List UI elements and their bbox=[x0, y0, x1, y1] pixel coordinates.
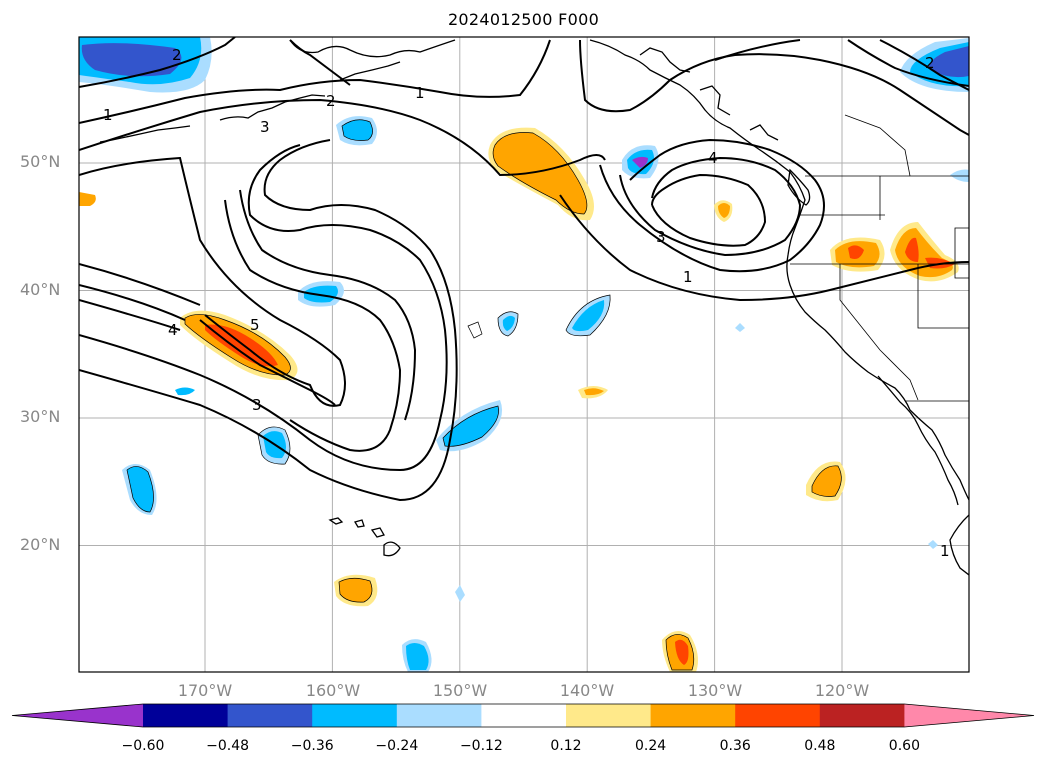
shade-region bbox=[443, 406, 499, 447]
contour-label: 5 bbox=[250, 316, 260, 334]
colorbar-segment bbox=[481, 704, 567, 727]
lon-label-160w: 160°W bbox=[305, 681, 361, 700]
shade-region bbox=[406, 643, 429, 670]
shade-region bbox=[342, 119, 373, 141]
colorbar-segment bbox=[396, 704, 482, 727]
colorbar-tick-label: −0.36 bbox=[290, 738, 334, 754]
contour-label: 1 bbox=[103, 106, 113, 124]
shade-region bbox=[572, 300, 605, 332]
shade-outlines bbox=[126, 119, 842, 671]
colorbar-tick-label: 0.12 bbox=[550, 738, 582, 754]
lon-label-120w: 120°W bbox=[814, 681, 870, 700]
shade-region bbox=[928, 540, 938, 549]
colorbar-tick-label: 0.60 bbox=[888, 738, 920, 754]
colorbar-tick-label: −0.12 bbox=[459, 738, 503, 754]
shade-region bbox=[493, 132, 587, 214]
lat-label-50n: 50°N bbox=[20, 152, 61, 171]
shade-region bbox=[905, 237, 919, 262]
contour-label: 3 bbox=[656, 228, 666, 246]
lon-label-130w: 130°W bbox=[687, 681, 743, 700]
contour-label: 2 bbox=[172, 46, 182, 64]
colorbar-tick-label: −0.24 bbox=[375, 738, 419, 754]
lon-label-150w: 150°W bbox=[432, 681, 488, 700]
shade-region bbox=[502, 315, 515, 331]
colorbar-tick-label: 0.48 bbox=[804, 738, 836, 754]
map-area: 2 1 2 3 1 4 3 1 5 4 3 2 1 bbox=[79, 37, 969, 672]
lat-label-30n: 30°N bbox=[20, 407, 61, 426]
shade-region bbox=[205, 324, 278, 367]
shade-region bbox=[584, 388, 604, 396]
shade-region bbox=[812, 465, 842, 497]
colorbar bbox=[11, 703, 1035, 728]
contour-label: 2 bbox=[925, 54, 935, 72]
lat-label-20n: 20°N bbox=[20, 535, 61, 554]
contour-label: 4 bbox=[168, 321, 178, 339]
coastlines bbox=[99, 39, 969, 576]
shade-region bbox=[127, 466, 154, 512]
colorbar-segment bbox=[227, 704, 313, 727]
contour-label: 2 bbox=[326, 92, 336, 110]
contour-label: 1 bbox=[683, 268, 693, 286]
shading-positive bbox=[79, 127, 959, 672]
colorbar-segment bbox=[650, 704, 736, 727]
map-frame bbox=[78, 36, 970, 673]
map-title: 2024012500 F000 bbox=[447, 10, 600, 29]
colorbar-segment bbox=[819, 704, 905, 727]
lon-label-140w: 140°W bbox=[559, 681, 615, 700]
colorbar-outline bbox=[11, 703, 1035, 728]
colorbar-segment bbox=[312, 704, 398, 727]
contour-label: 3 bbox=[252, 396, 262, 414]
shading-negative bbox=[79, 37, 969, 672]
colorbar-tick-label: 0.24 bbox=[635, 738, 667, 754]
contour-label: 3 bbox=[260, 118, 270, 136]
shade-region bbox=[632, 156, 648, 168]
shade-region bbox=[735, 323, 745, 332]
shade-region bbox=[718, 203, 730, 218]
shade-region bbox=[455, 585, 465, 602]
shade-region bbox=[675, 639, 689, 665]
colorbar-tick-label: −0.60 bbox=[121, 738, 165, 754]
colorbar-segment bbox=[566, 704, 652, 727]
shade-region bbox=[175, 387, 195, 396]
colorbar-segment bbox=[735, 704, 821, 727]
shade-region bbox=[79, 192, 96, 206]
contours bbox=[79, 37, 969, 502]
shade-region bbox=[304, 285, 338, 303]
contour-label: 4 bbox=[708, 149, 718, 167]
contour-label: 1 bbox=[940, 542, 950, 560]
contour-label: 1 bbox=[415, 84, 425, 102]
shade-region bbox=[339, 578, 372, 603]
shade-region bbox=[81, 43, 182, 77]
colorbar-extend-high bbox=[904, 704, 1034, 727]
lon-label-170w: 170°W bbox=[177, 681, 233, 700]
colorbar-tick-label: 0.36 bbox=[719, 738, 751, 754]
colorbar-tick-label: −0.48 bbox=[206, 738, 250, 754]
colorbar-segment bbox=[143, 704, 229, 727]
shade-region bbox=[848, 245, 864, 259]
lat-label-40n: 40°N bbox=[20, 280, 61, 299]
shade-region bbox=[929, 46, 969, 78]
contour-label-group: 2 1 2 3 1 4 3 1 5 4 3 2 1 bbox=[103, 46, 950, 560]
colorbar-extend-low bbox=[12, 704, 143, 727]
